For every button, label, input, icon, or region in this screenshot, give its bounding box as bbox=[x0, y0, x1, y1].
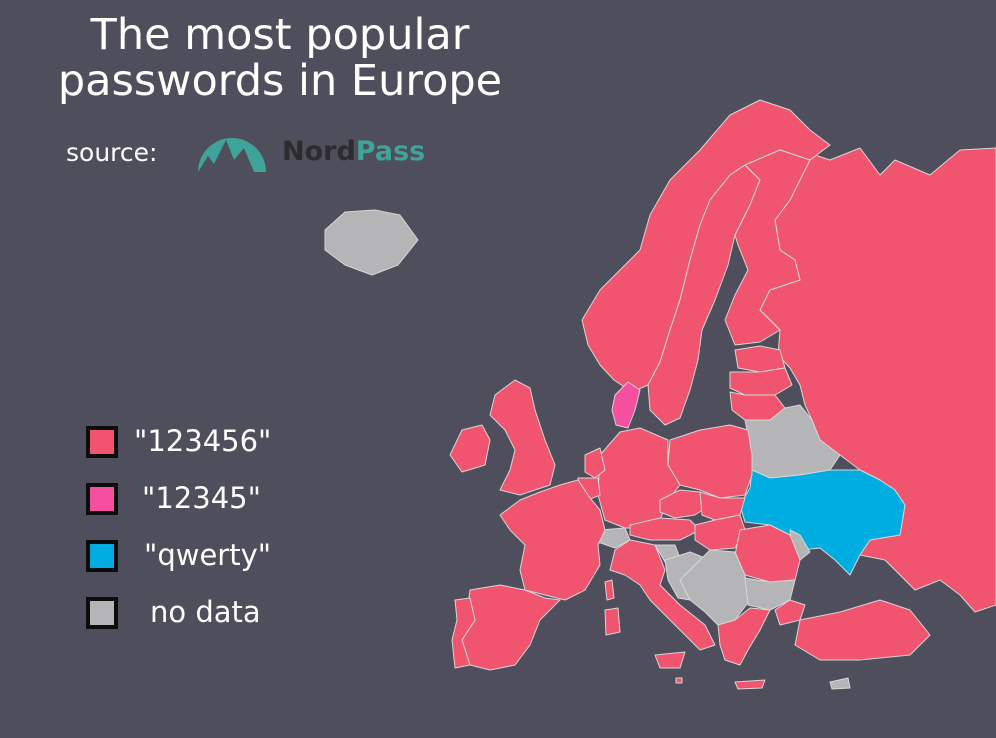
region-latvia bbox=[729, 367, 793, 396]
logo-text-pass: Pass bbox=[355, 136, 426, 167]
region-uk bbox=[489, 379, 556, 496]
legend-swatch bbox=[86, 540, 118, 572]
region-finland bbox=[724, 149, 811, 346]
legend-swatch bbox=[86, 597, 118, 629]
region-denmark bbox=[611, 381, 641, 429]
legend-label: "123456" bbox=[134, 424, 272, 458]
legend-swatch bbox=[86, 426, 118, 458]
legend-label: "qwerty" bbox=[144, 538, 272, 572]
region-turkey bbox=[774, 599, 931, 661]
mountain-logo-icon bbox=[198, 138, 266, 172]
region-sardinia bbox=[604, 607, 621, 636]
region-ukraine bbox=[739, 469, 906, 576]
region-portugal bbox=[451, 597, 476, 669]
region-corsica bbox=[604, 579, 615, 601]
legend-label: "12345" bbox=[142, 481, 261, 515]
region-poland bbox=[667, 424, 753, 499]
page-title: The most popular passwords in Europe bbox=[30, 12, 530, 104]
nordpass-logo-text: NordPass bbox=[282, 136, 425, 167]
region-italy bbox=[609, 539, 716, 651]
logo-text-nord: Nord bbox=[282, 136, 356, 167]
title-line-1: The most popular bbox=[90, 10, 470, 60]
legend-swatch bbox=[86, 483, 118, 515]
legend-label: no data bbox=[150, 595, 261, 629]
region-sicily bbox=[654, 651, 686, 669]
region-estonia bbox=[734, 345, 786, 373]
region-spain bbox=[461, 584, 561, 671]
region-austria bbox=[629, 517, 701, 541]
region-france bbox=[499, 479, 606, 601]
region-malta bbox=[675, 677, 683, 684]
region-cyprus bbox=[829, 677, 851, 690]
region-greece bbox=[717, 607, 771, 666]
source-label: source: bbox=[66, 138, 158, 167]
region-iceland bbox=[324, 209, 419, 276]
region-netherlands bbox=[584, 447, 606, 479]
title-line-2: passwords in Europe bbox=[57, 56, 503, 106]
region-ireland bbox=[449, 424, 491, 473]
region-crete bbox=[734, 679, 766, 690]
